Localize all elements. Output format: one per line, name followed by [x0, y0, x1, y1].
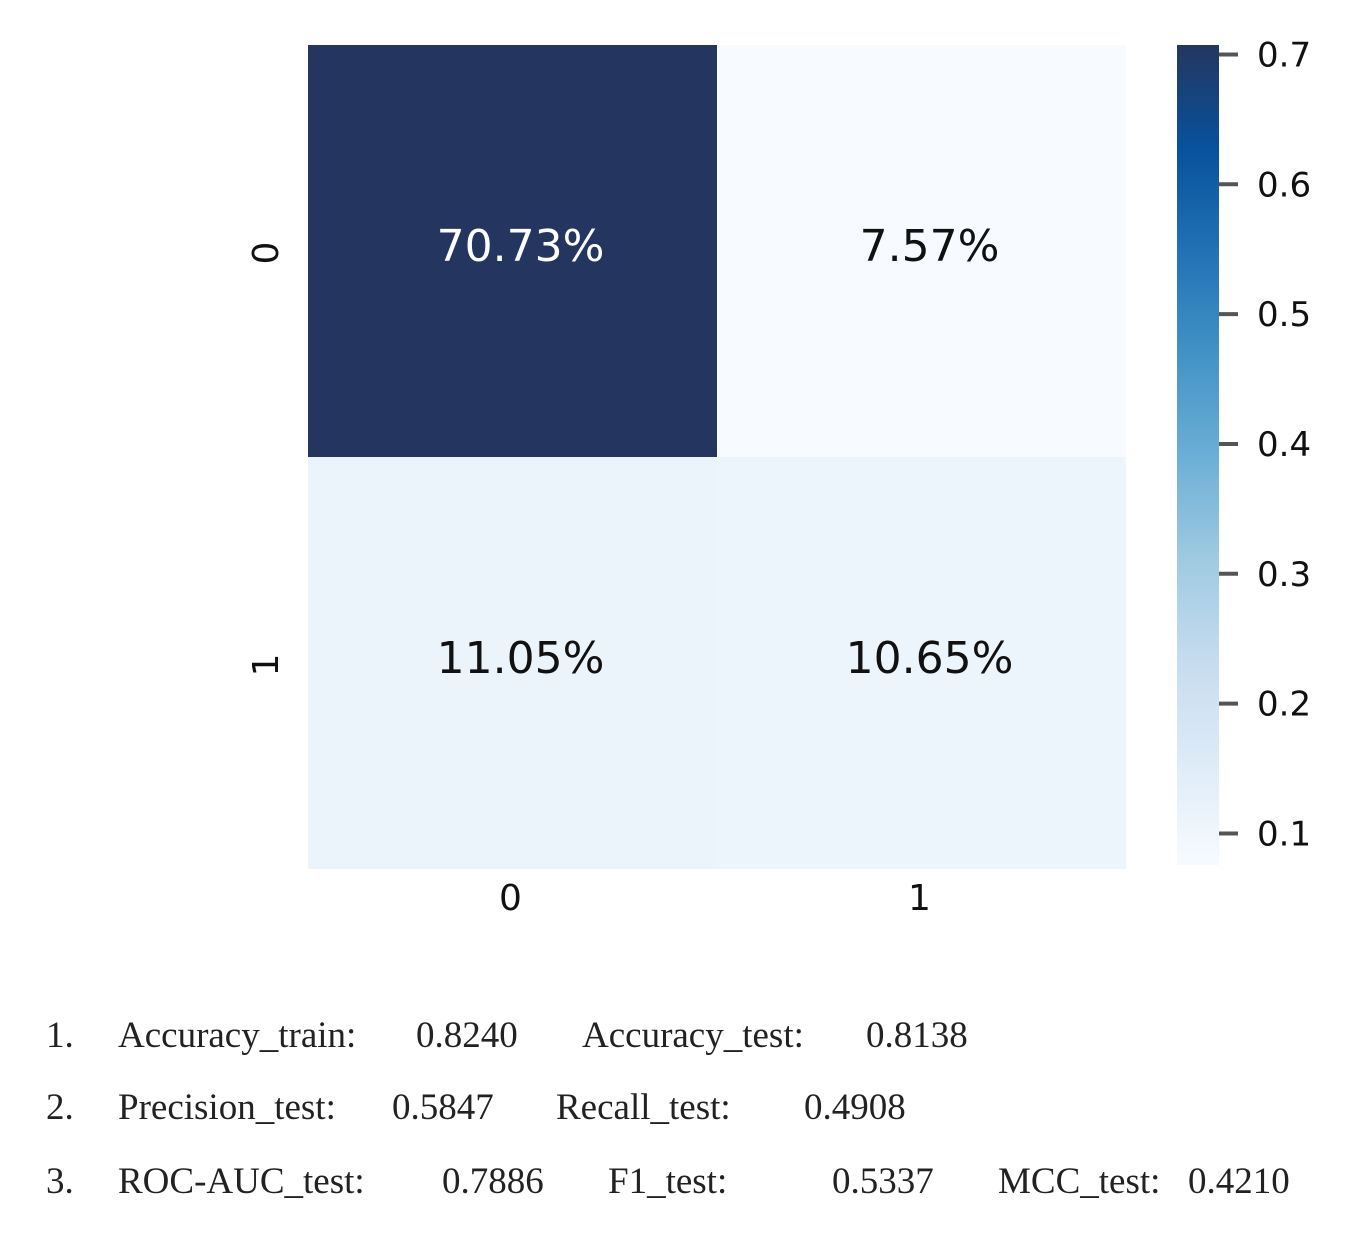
metric-value-f1-test: 0.5337: [832, 1161, 934, 1202]
colorbar-tick-label: 0.7: [1257, 35, 1311, 75]
metric-value-accuracy-train: 0.8240: [416, 1015, 518, 1056]
metric-number: 3.: [46, 1161, 74, 1202]
colorbar-tick-label: 0.1: [1257, 814, 1311, 854]
column-tick-label: 1: [908, 878, 931, 919]
metric-label-f1-test: F1_test:: [608, 1161, 728, 1202]
metric-value-recall-test: 0.4908: [804, 1087, 906, 1128]
cell-label-1-1: 10.65%: [846, 633, 1014, 684]
metric-value-precision-test: 0.5847: [392, 1087, 494, 1128]
metric-number: 2.: [46, 1087, 74, 1128]
metric-label-accuracy-train: Accuracy_train:: [118, 1015, 357, 1056]
metric-label-mcc-test: MCC_test:: [998, 1161, 1161, 1202]
metric-label-accuracy-test: Accuracy_test:: [582, 1015, 804, 1056]
heatmap-cell-labels: 70.73% 7.57% 11.05% 10.65%: [437, 221, 1014, 684]
cell-label-0-1: 7.57%: [860, 221, 1000, 272]
row-tick-label: 0: [246, 242, 287, 265]
row-tick-labels: 01: [246, 242, 287, 677]
colorbar-ticks: 0.1 0.2 0.3 0.4 0.5 0.6 0.7: [1219, 35, 1311, 854]
colorbar-tick-label: 0.3: [1257, 555, 1311, 595]
metric-label-recall-test: Recall_test:: [556, 1087, 731, 1128]
metric-value-mcc-test: 0.4210: [1188, 1161, 1290, 1202]
metric-number: 1.: [46, 1015, 74, 1056]
heatmap-cell-0-0: [308, 45, 717, 457]
heatmap-cells: [308, 45, 1126, 869]
column-tick-label: 0: [499, 878, 522, 919]
colorbar-tick-label: 0.4: [1257, 425, 1311, 465]
colorbar-tick-label: 0.5: [1257, 295, 1311, 335]
heatmap-cell-1-0: [308, 457, 717, 869]
metric-value-roc-auc-test: 0.7886: [442, 1161, 544, 1202]
colorbar-tick-label: 0.2: [1257, 685, 1311, 725]
colorbar-tick-label: 0.6: [1257, 165, 1311, 205]
metric-label-roc-auc-test: ROC-AUC_test:: [118, 1161, 365, 1202]
heatmap-cell-0-1: [717, 45, 1126, 457]
cell-label-0-0: 70.73%: [437, 221, 605, 272]
metric-label-precision-test: Precision_test:: [118, 1087, 336, 1128]
cell-label-1-0: 11.05%: [437, 633, 605, 684]
row-tick-label: 1: [246, 654, 287, 677]
metric-value-accuracy-test: 0.8138: [866, 1015, 968, 1056]
heatmap-cell-1-1: [717, 457, 1126, 869]
colorbar: [1177, 45, 1219, 865]
